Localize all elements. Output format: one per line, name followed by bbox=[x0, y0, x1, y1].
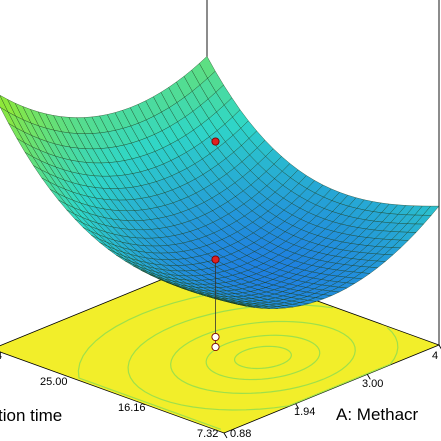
y-tick-label: 16.16 bbox=[118, 402, 146, 414]
y-tick-label: 25.00 bbox=[40, 376, 68, 388]
design-points bbox=[211, 137, 220, 352]
surface-facet bbox=[215, 297, 232, 303]
x-tick-label: 4 bbox=[432, 350, 438, 362]
design-point bbox=[211, 342, 220, 352]
y-tick-label: 4 bbox=[0, 350, 2, 362]
contour-line bbox=[233, 345, 292, 370]
x-tick-mark bbox=[223, 432, 228, 439]
y-axis-title: tion time bbox=[0, 406, 62, 425]
design-point bbox=[211, 255, 220, 264]
contour-line bbox=[127, 304, 399, 411]
x-tick-label: 3.00 bbox=[362, 378, 383, 390]
design-point bbox=[211, 137, 220, 146]
y-tick-label: 7.32 bbox=[197, 428, 218, 440]
contour-line bbox=[205, 334, 321, 381]
x-tick-mark bbox=[366, 374, 371, 380]
design-point bbox=[211, 332, 220, 342]
x-tick-label: 1.94 bbox=[294, 406, 315, 418]
x-tick-mark bbox=[295, 403, 300, 409]
response-surface bbox=[0, 55, 440, 309]
contour-line bbox=[170, 320, 356, 394]
x-tick-label: 0.88 bbox=[230, 428, 251, 440]
x-axis-title: A: Methacr bbox=[336, 405, 419, 424]
